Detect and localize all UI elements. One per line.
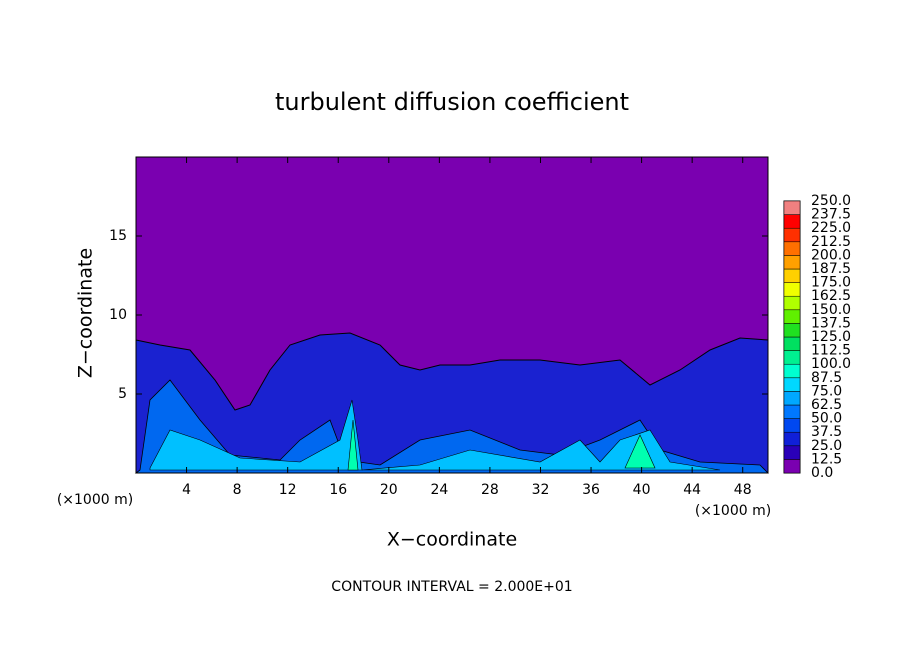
colorbar-band	[783, 214, 801, 229]
colorbar-label: 0.0	[811, 465, 833, 481]
colorbar-band	[783, 323, 801, 338]
field	[134, 157, 769, 474]
colorbar-band	[783, 336, 801, 351]
colorbar-label: 25.0	[811, 438, 842, 454]
x-axis-label: X−coordinate	[387, 529, 517, 551]
colorbar-label: 12.5	[811, 451, 842, 467]
field-region	[134, 379, 769, 474]
x-tick-label: 8	[233, 482, 242, 498]
colorbar-label: 175.0	[811, 275, 851, 291]
colorbar-band	[783, 282, 801, 297]
colorbar-label: 200.0	[811, 247, 851, 263]
colorbar-label: 187.5	[811, 261, 851, 277]
colorbar-label: 125.0	[811, 329, 851, 345]
colorbar-label: 50.0	[811, 411, 842, 427]
colorbar-band	[783, 363, 801, 379]
colorbar-label: 137.5	[811, 315, 851, 331]
x-tick-label: 44	[683, 482, 701, 498]
y-tick-label: 5	[118, 386, 127, 402]
colorbar-label: 37.5	[811, 424, 842, 440]
colorbar-label: 237.5	[811, 207, 851, 223]
x-tick-label: 20	[380, 482, 398, 498]
colorbar-label: 162.5	[811, 288, 851, 304]
colorbar-label: 87.5	[811, 370, 842, 386]
colorbar-label: 112.5	[811, 343, 851, 359]
x-tick-label: 28	[481, 482, 499, 498]
x-unit: (×1000 m)	[695, 503, 771, 519]
chart-title: turbulent diffusion coefficient	[275, 88, 629, 116]
colorbar-band	[783, 268, 801, 283]
colorbar-band	[783, 418, 801, 433]
colorbar-band	[783, 431, 801, 447]
colorbar-label: 62.5	[811, 397, 842, 413]
colorbar-label: 150.0	[811, 302, 851, 318]
colorbar-band	[783, 404, 801, 419]
field-region	[347, 419, 656, 471]
colorbar-label: 75.0	[811, 383, 842, 399]
colorbar-band	[783, 459, 801, 474]
x-tick-label: 32	[532, 482, 550, 498]
colorbar-band	[783, 255, 801, 270]
x-tick-label: 40	[633, 482, 651, 498]
colorbar-label: 225.0	[811, 220, 851, 236]
note: CONTOUR INTERVAL = 2.000E+01	[331, 579, 572, 595]
y-tick-label: 10	[109, 307, 127, 323]
colorbar-band	[783, 227, 801, 243]
colorbar-band	[783, 445, 801, 460]
x-tick-label: 4	[182, 482, 191, 498]
x-unit: (×1000 m)	[57, 492, 133, 508]
x-tick-label: 12	[279, 482, 297, 498]
x-tick-label: 24	[430, 482, 448, 498]
colorbar-band	[783, 391, 801, 406]
field-region	[149, 399, 721, 471]
colorbar-label: 250.0	[811, 193, 851, 209]
y-axis-label: Z−coordinate	[75, 248, 97, 378]
colorbar-label: 212.5	[811, 234, 851, 250]
x-tick-label: 16	[329, 482, 347, 498]
colorbar-band	[783, 200, 801, 215]
x-tick-label: 48	[734, 482, 752, 498]
colorbar-band	[783, 241, 801, 256]
colorbar-label: 100.0	[811, 356, 851, 372]
y-tick-label: 15	[109, 228, 127, 244]
colorbar-band	[783, 377, 801, 392]
x-tick-label: 36	[582, 482, 600, 498]
colorbar-band	[783, 309, 801, 324]
colorbar-band	[783, 350, 801, 365]
colorbar-band	[783, 295, 801, 311]
